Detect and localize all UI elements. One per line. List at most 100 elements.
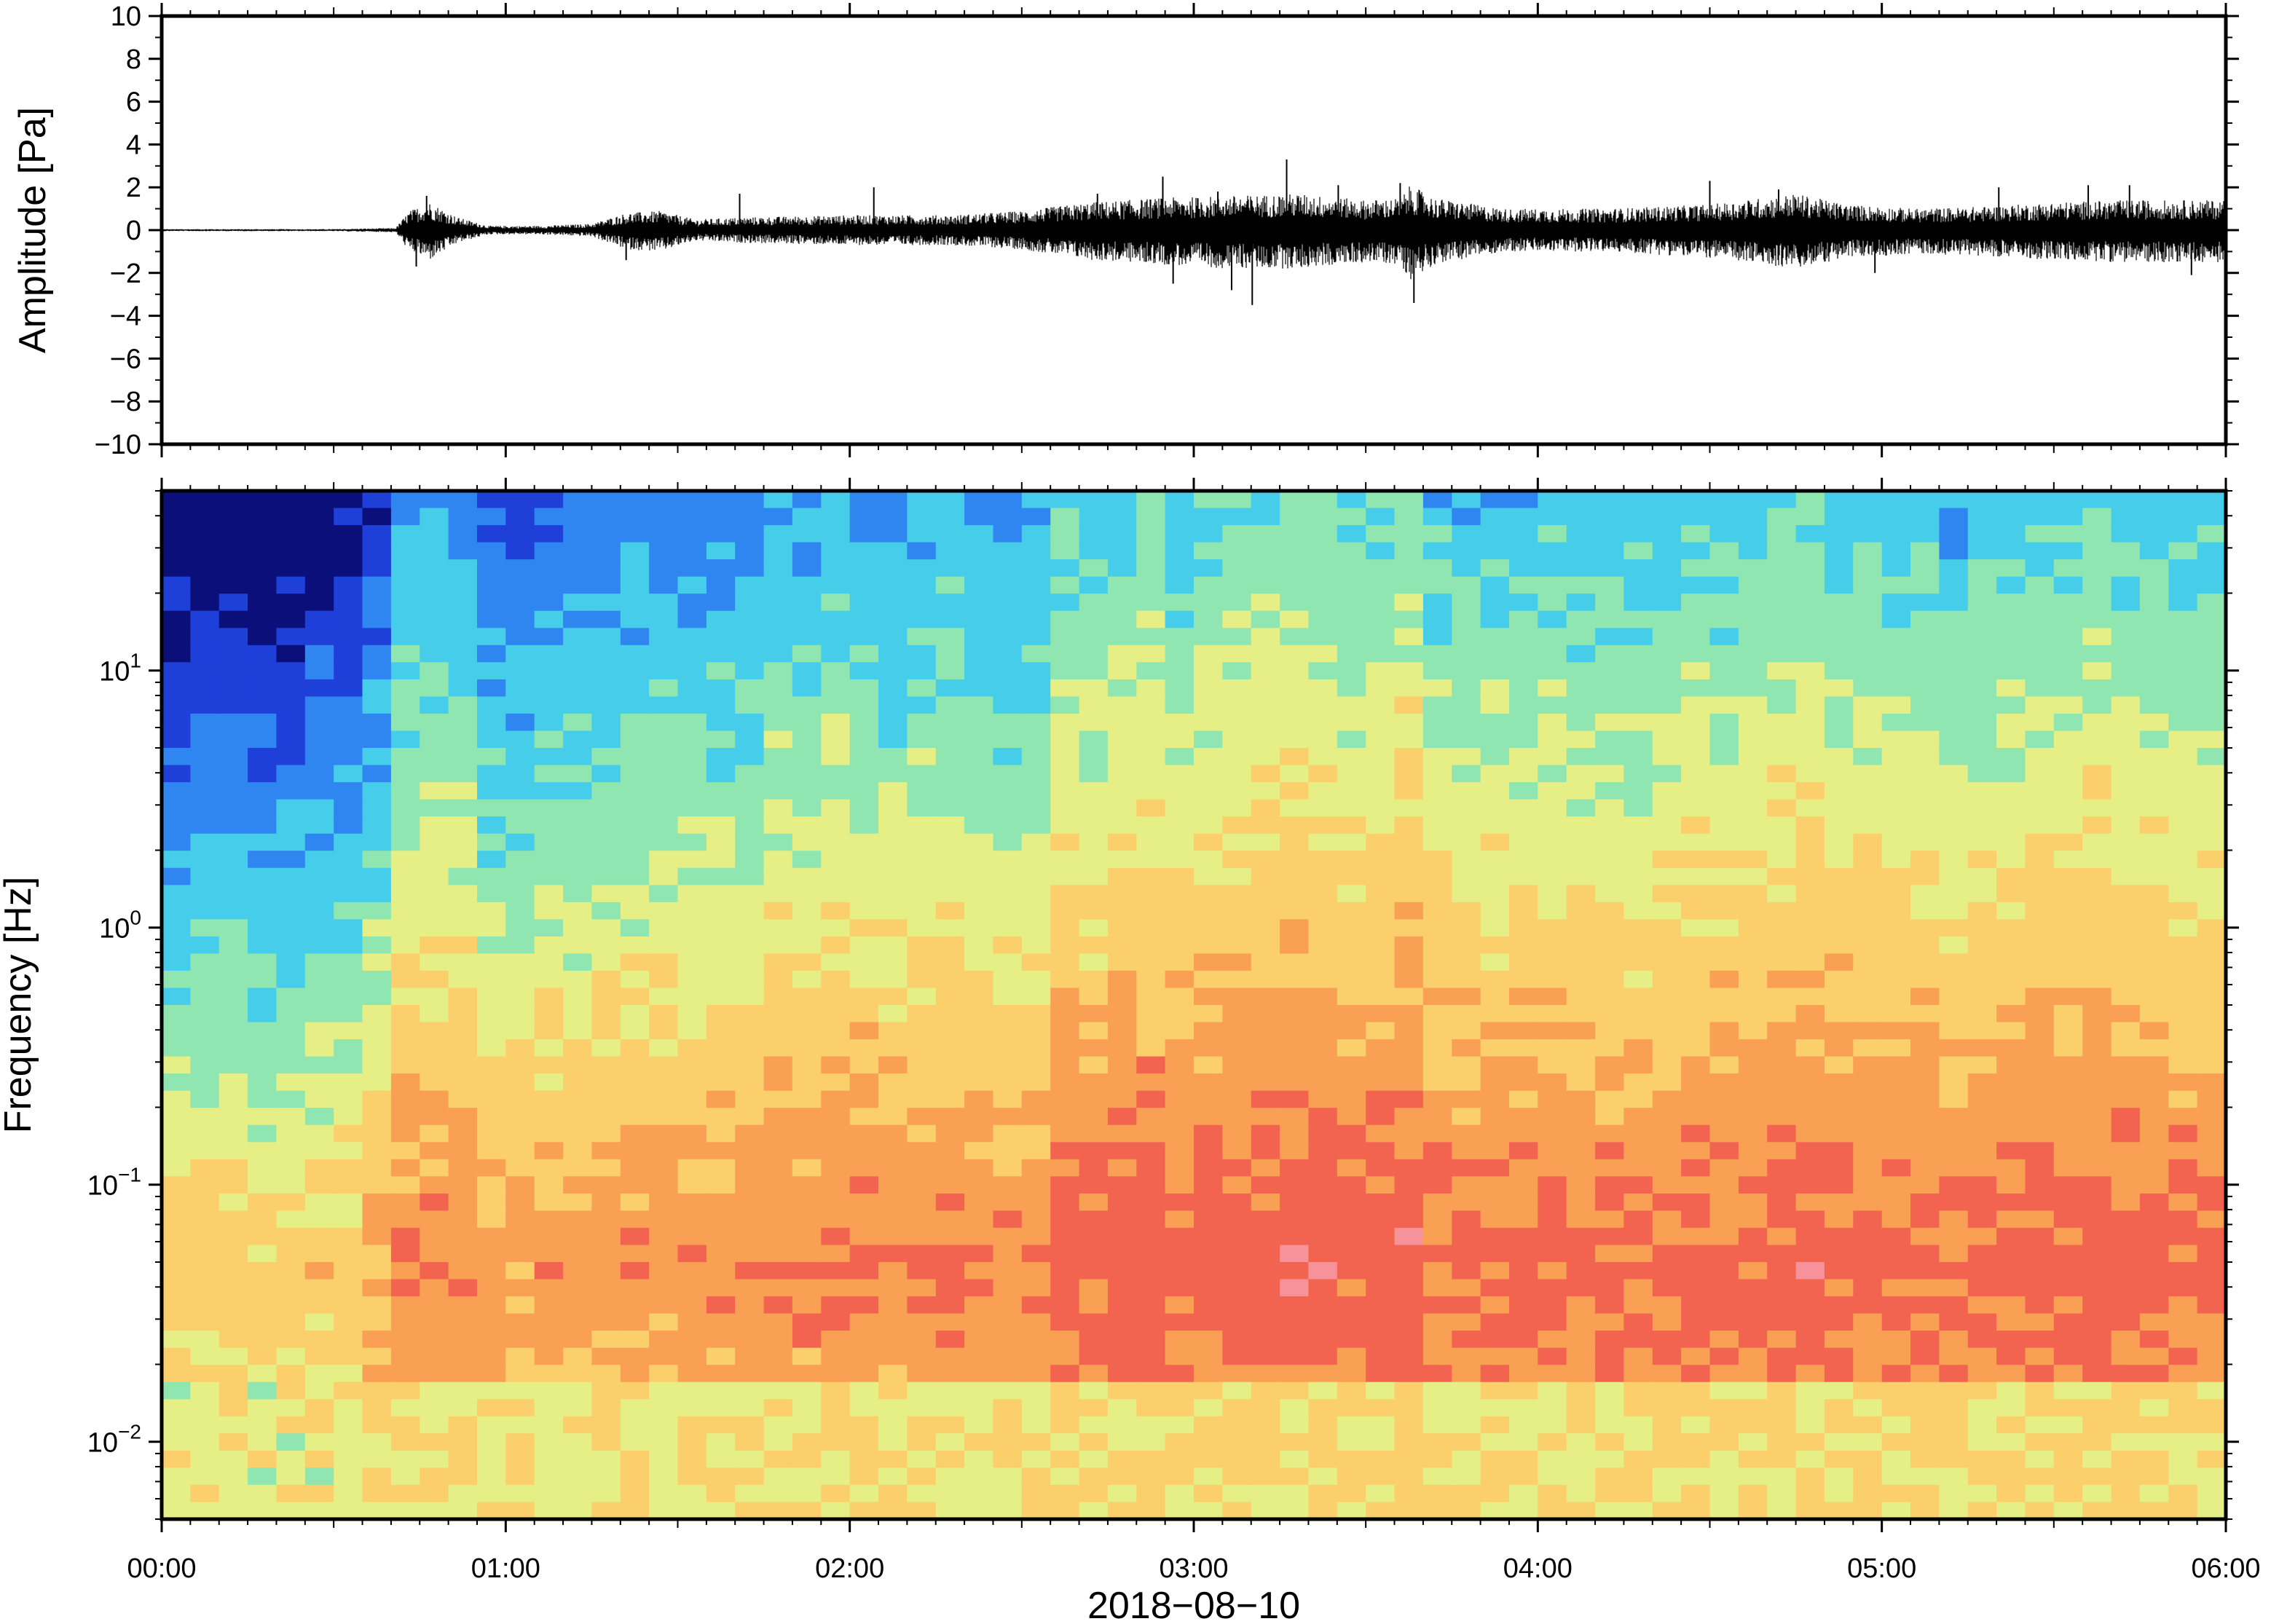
spectrogram-cell (677, 851, 707, 869)
spectrogram-cell (190, 902, 220, 921)
spectrogram-cell (2082, 1193, 2112, 1212)
spectrogram-cell (448, 1399, 478, 1417)
spectrogram-cell (1709, 1245, 1739, 1263)
spectrogram-cell (878, 765, 908, 783)
spectrogram-cell (1595, 1022, 1625, 1040)
spectrogram-cell (390, 1039, 421, 1057)
spectrogram-cell (1996, 1124, 2026, 1143)
spectrogram-cell (2168, 1245, 2198, 1263)
spectrogram-cell (591, 1365, 621, 1383)
spectrogram-cell (591, 919, 621, 937)
spectrogram-cell (362, 1159, 392, 1178)
spectrogram-cell (677, 576, 707, 594)
spectrogram-cell (1709, 1090, 1739, 1108)
spectrogram-cell (2111, 559, 2141, 578)
spectrogram-cell (964, 1159, 994, 1178)
spectrogram-cell (735, 953, 765, 971)
spectrogram-cell (706, 833, 736, 851)
spectrogram-cell (1939, 1381, 1969, 1400)
spectrogram-cell (1996, 1450, 2026, 1469)
spectrogram-cell (1881, 936, 1911, 955)
spectrogram-cell (276, 833, 306, 851)
spectrogram-cell (1509, 525, 1539, 543)
spectrogram-cell (1222, 1279, 1252, 1297)
spectrogram-cell (1165, 491, 1194, 509)
spectrogram-cell (1824, 1433, 1854, 1451)
spectrogram-cell (1308, 662, 1338, 680)
spectrogram-cell (649, 1467, 679, 1486)
spectrogram-cell (448, 953, 478, 971)
spectrogram-cell (505, 645, 535, 663)
spectrogram-cell (792, 748, 822, 766)
spectrogram-cell (849, 1039, 879, 1057)
spectrogram-cell (304, 576, 334, 594)
spectrogram-cell (1136, 970, 1166, 989)
spectrogram-cell (1079, 1124, 1109, 1143)
spectrogram-cell (448, 1296, 478, 1314)
spectrogram-cell (1623, 1056, 1653, 1074)
spectrogram-cell (304, 851, 334, 869)
spectrogram-cell (190, 542, 220, 560)
spectrogram-cell (1910, 799, 1940, 817)
spectrogram-cell (1308, 1296, 1338, 1314)
spectrogram-cell (304, 1279, 334, 1297)
spectrogram-cell (362, 867, 392, 886)
spectrogram-cell (792, 1502, 822, 1520)
spectrogram-cell (1509, 1056, 1539, 1074)
spectrogram-cell (1738, 970, 1768, 989)
spectrogram-cell (1967, 628, 1997, 646)
spectrogram-cell (591, 1227, 621, 1246)
spectrogram-cell (1050, 1450, 1080, 1469)
spectrogram-cell (649, 1142, 679, 1160)
spectrogram-cell (1308, 1347, 1338, 1365)
spectrogram-cell (706, 1416, 736, 1435)
spectrogram-cell (1509, 679, 1539, 698)
spectrogram-cell (2168, 662, 2198, 680)
spectrogram-cell (1795, 730, 1825, 749)
spectrogram-cell (1107, 1347, 1138, 1365)
spectrogram-cell (1165, 1347, 1194, 1365)
spectrogram-cell (1222, 867, 1252, 886)
spectrogram-cell (334, 1022, 363, 1040)
spectrogram-cell (1967, 1365, 1997, 1383)
spectrogram-cell (1910, 508, 1940, 526)
spectrogram-cell (448, 713, 478, 732)
spectrogram-cell (362, 1433, 392, 1451)
spectrogram-cell (1509, 936, 1539, 955)
spectrogram-cell (1996, 1331, 2026, 1349)
spectrogram-cell (390, 559, 421, 578)
spectrogram-cell (1566, 902, 1596, 921)
spectrogram-cell (1107, 833, 1138, 851)
spectrogram-cell (1308, 851, 1338, 869)
spectrogram-cell (1165, 816, 1194, 835)
spectrogram-cell (1136, 1313, 1166, 1331)
spectrogram-cell (907, 491, 937, 509)
spectrogram-cell (1853, 491, 1883, 509)
spectrogram-cell (735, 1005, 765, 1023)
spectrogram-cell (1280, 833, 1310, 851)
spectrogram-cell (2053, 594, 2083, 612)
spectrogram-cell (1996, 1245, 2026, 1263)
spectrogram-cell (964, 628, 994, 646)
spectrogram-cell (706, 799, 736, 817)
spectrogram-cell (677, 1381, 707, 1400)
spectrogram-cell (1079, 1484, 1109, 1503)
spectrogram-cell (1967, 919, 1997, 937)
spectrogram-cell (1767, 765, 1797, 783)
spectrogram-cell (190, 1484, 220, 1503)
spectrogram-cell (362, 851, 392, 869)
spectrogram-cell (1308, 1193, 1338, 1212)
spectrogram-cell (763, 1210, 793, 1229)
spectrogram-cell (763, 645, 793, 663)
spectrogram-cell (993, 816, 1023, 835)
spectrogram-cell (763, 885, 793, 903)
spectrogram-cell (2025, 1296, 2055, 1314)
spectrogram-cell (591, 1450, 621, 1469)
spectrogram-cell (1107, 1124, 1138, 1143)
spectrogram-cell (1280, 936, 1310, 955)
spectrogram-cell (1910, 542, 1940, 560)
spectrogram-cell (448, 1073, 478, 1092)
spectrogram-cell (649, 508, 679, 526)
spectrogram-cell (534, 919, 564, 937)
